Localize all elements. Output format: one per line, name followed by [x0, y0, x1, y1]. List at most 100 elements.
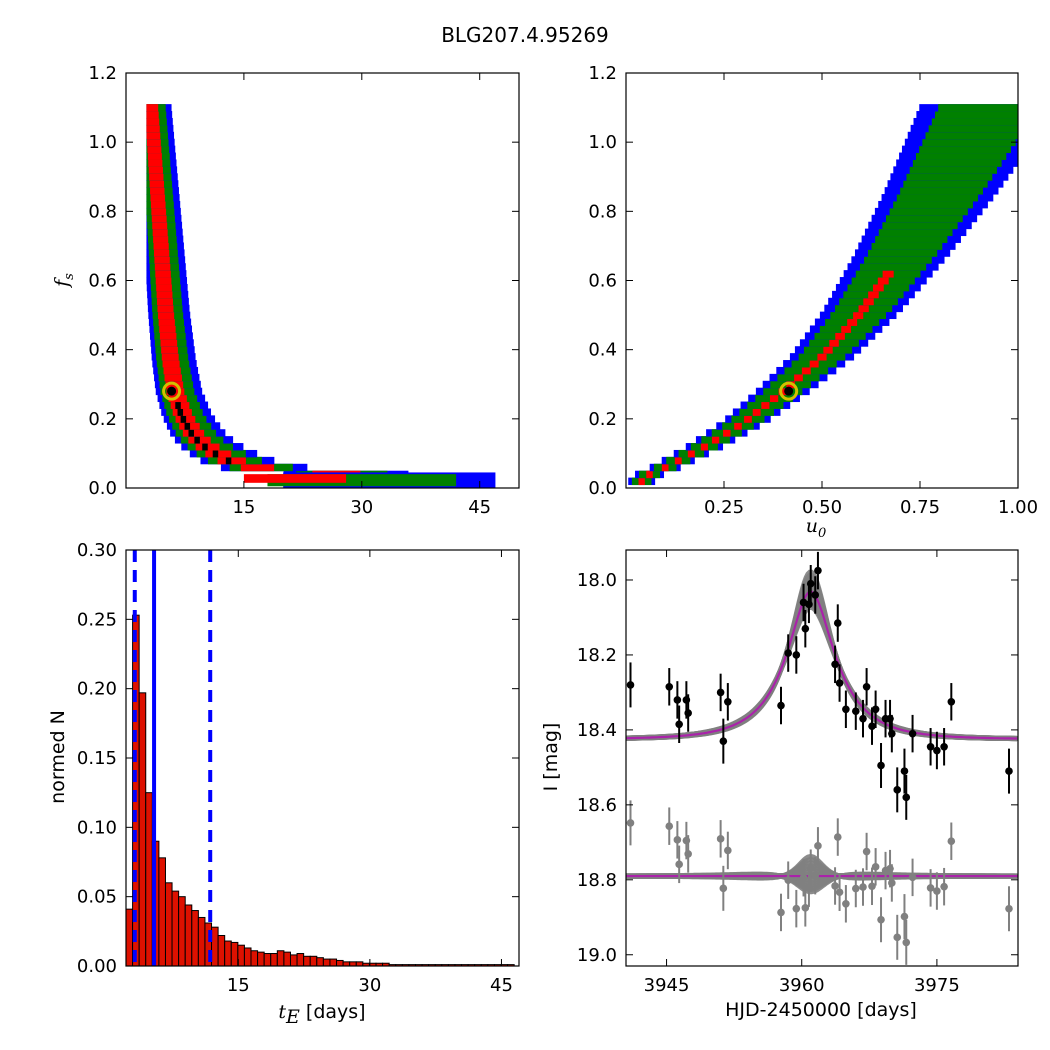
- data-point: [908, 729, 917, 738]
- best-cell: [212, 449, 219, 458]
- y-tick-label: 0.05: [77, 887, 117, 908]
- data-point: [626, 681, 635, 689]
- sigma1-cell: [148, 166, 163, 174]
- sigma1-cell: [674, 456, 682, 465]
- y-tick-label: 1.2: [588, 63, 617, 84]
- sigma1-cell: [646, 470, 653, 479]
- x-tick-label: 3975: [914, 975, 960, 996]
- sigma1-cell: [863, 297, 874, 306]
- residual-point: [842, 900, 850, 908]
- sigma1-cell: [153, 242, 169, 250]
- y-tick-label: 1.0: [88, 132, 117, 153]
- data-point: [947, 697, 956, 706]
- data-point: [811, 591, 820, 599]
- panel-fs-vs-u0: 0.25 0.50 0.75 1.00 0.0 0.2 0.4 0.6 0.8 1.0 1.2 u0: [588, 63, 1038, 541]
- best-fit-ring: [162, 381, 182, 401]
- panel-tE-histogram: 15 30 45 0.00 0.05 0.10 0.15 0.20 0.25 0.30 norme…: [47, 540, 520, 1028]
- heatmap-cells: [628, 104, 1018, 486]
- sigma1-cell: [150, 200, 166, 209]
- sigma1-cell: [163, 366, 181, 375]
- histogram-bar: [349, 961, 357, 966]
- x-tick-label: 0.25: [704, 497, 744, 518]
- residual-point: [831, 882, 839, 890]
- best-cell: [202, 443, 208, 451]
- sigma1-cell: [835, 332, 845, 340]
- model-line: [626, 590, 1018, 740]
- panel-light-curve: 3945 3960 3975 18.0 18.2 18.4 18.6 18.8 19.0 I […: [540, 549, 1019, 1021]
- histogram-bar: [322, 958, 331, 966]
- sigma1-cell: [161, 353, 179, 361]
- histogram-bar: [243, 947, 252, 966]
- y-tick-label: 0.0: [588, 478, 617, 499]
- residual-point: [1005, 904, 1013, 913]
- sigma1-cell: [158, 318, 175, 326]
- best-cell: [184, 422, 191, 430]
- y-tick-label: 1.2: [88, 63, 117, 84]
- sigma1-cell: [769, 394, 779, 403]
- histogram-bar: [316, 957, 324, 966]
- sigma1-cell: [847, 318, 858, 326]
- sigma1-cell: [817, 353, 827, 361]
- data-point: [673, 696, 682, 704]
- x-tick-label: 45: [490, 975, 513, 996]
- sigma1-cell: [801, 366, 811, 375]
- sigma1-cell: [882, 270, 894, 278]
- data-point: [842, 705, 850, 714]
- residual-point: [673, 836, 682, 844]
- histogram-bar: [158, 857, 166, 966]
- residual-point: [926, 884, 935, 892]
- sigma2-cell: [922, 138, 1016, 147]
- sigma1-cell: [146, 111, 159, 119]
- y-tick-label: 18.8: [577, 870, 617, 891]
- sigma2-cell: [912, 159, 1002, 167]
- y-tick-label: 0.2: [588, 409, 617, 430]
- histogram-bar: [224, 940, 232, 966]
- sigma1-cell: [723, 429, 731, 437]
- histogram-bar: [230, 941, 239, 966]
- residual-point: [626, 819, 635, 827]
- sigma1-cell: [147, 145, 162, 154]
- sigma1-cell: [156, 283, 172, 292]
- sigma1-cell: [858, 304, 869, 313]
- data-point: [859, 714, 867, 723]
- sigma2-cell: [893, 200, 973, 209]
- sigma1-cell: [868, 290, 879, 299]
- histogram-bar: [257, 951, 265, 966]
- data-point: [716, 688, 725, 697]
- residual-point: [665, 822, 674, 830]
- histogram-bar: [263, 953, 272, 966]
- histogram-bar: [507, 964, 515, 966]
- sigma1-cell: [205, 449, 232, 458]
- sigma1-cell: [160, 339, 178, 347]
- sigma1-cell: [752, 408, 761, 416]
- data-point: [900, 767, 909, 775]
- residual-point: [784, 876, 793, 884]
- sigma1-cell: [872, 283, 884, 292]
- y-tick-label: 0.00: [77, 956, 117, 977]
- histogram-bar: [355, 961, 364, 966]
- sigma2-cell: [925, 131, 1018, 140]
- residual-point: [835, 888, 844, 897]
- sigma2-cell: [867, 249, 938, 257]
- data-point: [833, 619, 842, 627]
- residual-point: [908, 873, 917, 882]
- histogram-bar: [184, 904, 193, 966]
- sigma2-cell: [916, 152, 1007, 160]
- heatmap-cells: [146, 104, 496, 488]
- x-tick-label: 0.50: [802, 497, 842, 518]
- data-point: [784, 649, 793, 657]
- y-tick-label: 0.6: [88, 271, 117, 292]
- sigma1-cell: [159, 332, 177, 340]
- sigma1-cell: [841, 325, 852, 333]
- y-tick-label: 18.2: [577, 645, 617, 666]
- axes-frame: [625, 72, 1019, 489]
- light-curve-content: [626, 551, 1018, 965]
- light-curve-y-axis-label: I [mag]: [540, 723, 562, 792]
- histogram-bar: [329, 958, 338, 966]
- sigma2-cell: [938, 104, 1018, 112]
- residual-point: [814, 842, 822, 850]
- data-point: [862, 682, 871, 691]
- sigma2-cell: [906, 173, 993, 181]
- residual-point: [902, 938, 911, 947]
- sigma1-cell: [150, 194, 166, 202]
